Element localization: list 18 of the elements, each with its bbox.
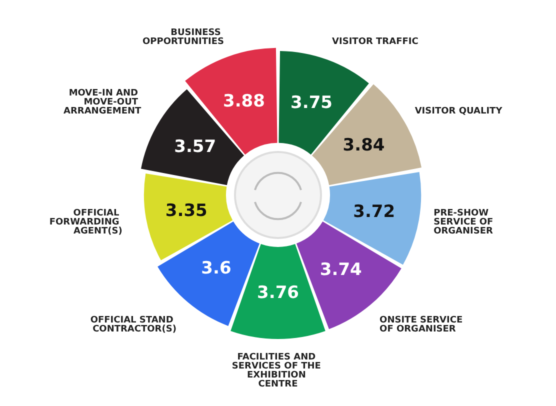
data-label: 3.76 [257, 282, 299, 303]
data-label: 3.75 [290, 92, 332, 113]
data-label: 3.74 [320, 260, 362, 280]
category-label: OFFICIAL STAND CONTRACTOR(S) [90, 315, 176, 334]
data-label: 3.88 [222, 91, 265, 112]
category-label: BUSINESS OPPORTUNITIES [142, 28, 224, 47]
category-label: VISITOR QUALITY [414, 106, 503, 116]
category-label: VISITOR TRAFFIC [332, 36, 419, 47]
data-label: 3.57 [174, 137, 216, 158]
category-label: OFFICIAL FORWARDING AGENT(S) [49, 208, 122, 236]
data-label: 3.72 [353, 202, 396, 222]
category-label: ONSITE SERVICE OF ORGANISER [380, 315, 466, 334]
category-label: PRE-SHOW SERVICE OF ORGANISER [434, 208, 496, 236]
data-label: 3.84 [342, 135, 385, 156]
category-label: FACILITIES AND SERVICES OF THE EXHIBITION CENTRE [232, 352, 324, 390]
data-label: 3.6 [201, 258, 232, 278]
data-label: 3.35 [165, 201, 208, 222]
category-label: MOVE-IN AND MOVE-OUT ARRANGEMENT [64, 88, 142, 116]
